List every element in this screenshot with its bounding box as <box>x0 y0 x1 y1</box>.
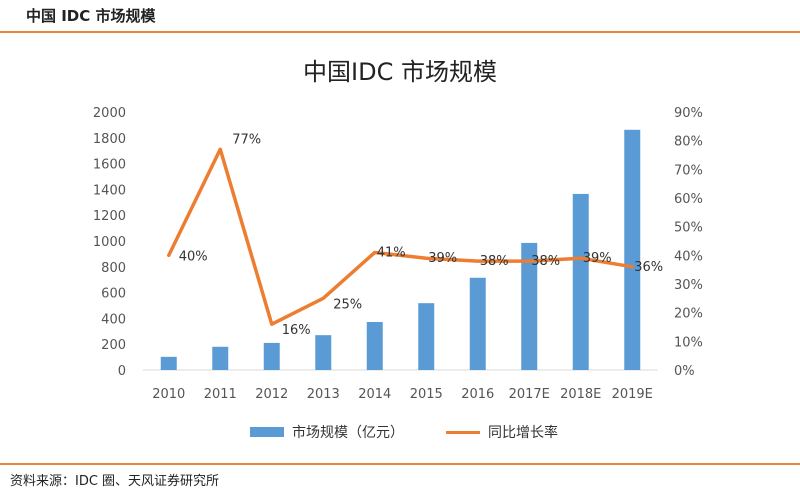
y-right-tick-label: 10% <box>674 335 703 350</box>
y-left-tick-label: 1200 <box>93 209 126 224</box>
legend-bar-label: 市场规模（亿元） <box>292 425 404 441</box>
y-left-tick-label: 200 <box>101 338 126 353</box>
line-data-label: 41% <box>377 245 406 260</box>
header-divider <box>0 31 800 33</box>
x-tick-label: 2010 <box>152 387 185 402</box>
report-header: 中国 IDC 市场规模 <box>0 0 800 33</box>
line-data-label: 36% <box>634 260 663 275</box>
bar <box>315 335 332 370</box>
x-tick-label: 2012 <box>255 387 288 402</box>
y-right-tick-label: 70% <box>674 163 703 178</box>
legend-item-bar: 市场规模（亿元） <box>250 422 404 442</box>
line-data-label: 40% <box>179 249 208 264</box>
x-tick-label: 2013 <box>307 387 340 402</box>
footer-divider <box>0 463 800 465</box>
bar <box>521 242 538 370</box>
y-left-tick-label: 0 <box>118 364 126 379</box>
x-tick-label: 2015 <box>410 387 443 402</box>
y-left-tick-label: 1600 <box>93 158 126 173</box>
bar <box>624 129 641 370</box>
bar <box>212 346 229 370</box>
line-data-label: 25% <box>333 297 362 312</box>
x-tick-label: 2019E <box>612 387 653 402</box>
line-data-label: 38% <box>531 254 560 269</box>
y-left-tick-label: 800 <box>101 261 126 276</box>
bar <box>160 356 177 370</box>
line-data-label: 16% <box>282 323 311 338</box>
y-left-tick-label: 1800 <box>93 132 126 147</box>
bar <box>418 303 435 370</box>
x-tick-label: 2011 <box>204 387 237 402</box>
y-right-tick-label: 0% <box>674 364 695 379</box>
legend-line-swatch <box>446 430 480 434</box>
y-right-tick-label: 50% <box>674 221 703 236</box>
bar <box>469 277 486 370</box>
y-left-tick-label: 2000 <box>93 106 126 121</box>
y-right-tick-label: 30% <box>674 278 703 293</box>
header-title: 中国 IDC 市场规模 <box>26 7 156 25</box>
legend-line-label: 同比增长率 <box>488 425 558 441</box>
legend-item-line: 同比增长率 <box>446 422 558 442</box>
y-right-tick-label: 40% <box>674 249 703 264</box>
y-left-tick-label: 1000 <box>93 235 126 250</box>
y-left-tick-label: 600 <box>101 287 126 302</box>
y-left-tick-label: 400 <box>101 312 126 327</box>
source-note: 资料来源：IDC 圈、天风证券研究所 <box>10 474 220 489</box>
x-tick-label: 2017E <box>509 387 550 402</box>
bar <box>263 342 280 370</box>
y-right-tick-label: 90% <box>674 106 703 121</box>
x-tick-label: 2016 <box>461 387 494 402</box>
line-data-label: 39% <box>428 251 457 266</box>
x-tick-label: 2014 <box>358 387 391 402</box>
line-data-label: 77% <box>232 132 261 147</box>
legend-bar-swatch <box>250 427 284 437</box>
y-right-tick-label: 80% <box>674 135 703 150</box>
combo-chart: 0 200 400 600 800 1000 1200 1400 1600 1800 2000 0% 1… <box>93 106 703 402</box>
y-left-tick-label: 1400 <box>93 183 126 198</box>
x-tick-label: 2018E <box>560 387 601 402</box>
line-data-label: 39% <box>583 251 612 266</box>
chart-title: 中国IDC 市场规模 <box>303 58 497 86</box>
y-right-tick-label: 20% <box>674 307 703 322</box>
bar <box>572 193 589 370</box>
line-data-label: 38% <box>480 254 509 269</box>
chart-legend: 市场规模（亿元） 同比增长率 <box>0 422 800 442</box>
y-right-tick-label: 60% <box>674 192 703 207</box>
growth-rate-line <box>167 147 634 326</box>
bar <box>366 322 383 370</box>
